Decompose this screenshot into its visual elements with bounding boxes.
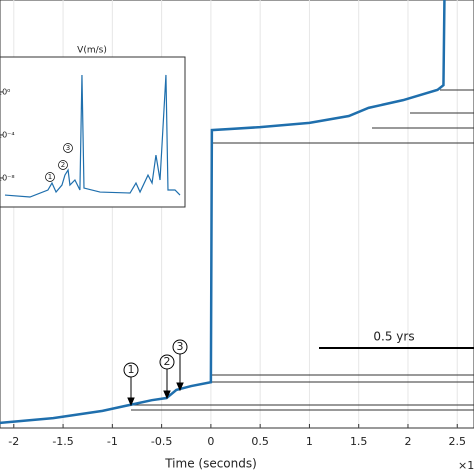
y-tick-label: 10⁻⁸ xyxy=(0,173,15,182)
x-tick-label: 0.5 xyxy=(251,435,269,448)
x-tick-label: 1 xyxy=(306,435,313,448)
inset-title: V(m/s) xyxy=(77,46,107,56)
series-line xyxy=(0,0,446,425)
x-axis-label: Time (seconds) xyxy=(164,457,257,471)
y-tick-label: 10⁰ xyxy=(0,87,10,96)
main-markers xyxy=(123,339,188,407)
x-tick-label: -0.5 xyxy=(151,435,172,448)
y-tick-label: 10⁻⁴ xyxy=(0,130,15,139)
x-tick-label: 2.5 xyxy=(448,435,466,448)
axis-exponent: ×1 xyxy=(458,459,474,472)
x-tick-label: -1.5 xyxy=(52,435,73,448)
scale-label: 0.5 yrs xyxy=(373,330,414,344)
x-tick-label: 2 xyxy=(404,435,411,448)
reference-lines xyxy=(131,89,474,411)
x-tick-label: 1.5 xyxy=(350,435,368,448)
inset-markers xyxy=(45,143,73,182)
marker-label: 1 xyxy=(128,363,135,376)
series-line xyxy=(4,74,181,198)
inset-marker-label: 1 xyxy=(48,173,52,181)
x-tick-label: -2 xyxy=(8,435,19,448)
x-tick-label: 0 xyxy=(207,435,214,448)
inset-marker-label: 3 xyxy=(66,144,70,152)
inset-frame xyxy=(0,56,186,208)
marker-label: 2 xyxy=(164,355,171,368)
x-tick-label: -1 xyxy=(107,435,118,448)
marker-label: 3 xyxy=(177,340,184,353)
inset-marker-label: 2 xyxy=(61,161,65,169)
